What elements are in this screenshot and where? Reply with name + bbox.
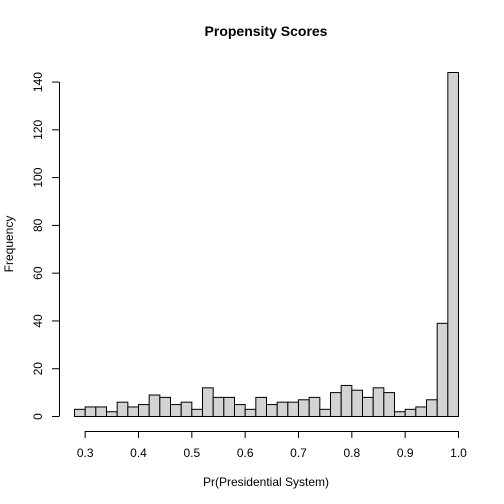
y-tick-label: 80 bbox=[31, 218, 45, 232]
chart-title: Propensity Scores bbox=[205, 23, 328, 39]
histogram-bar bbox=[394, 411, 406, 418]
y-tick-label: 60 bbox=[31, 266, 45, 280]
x-tick-label: 0.6 bbox=[237, 446, 254, 460]
y-tick-label: 120 bbox=[31, 120, 45, 140]
x-axis: 0.3 0.4 0.5 0.6 0.7 0.8 0.9 1.0 bbox=[77, 431, 467, 460]
histogram-bar bbox=[266, 404, 278, 417]
histogram-bar bbox=[223, 396, 236, 418]
x-tick-label: 0.8 bbox=[343, 446, 360, 460]
x-tick-label: 0.5 bbox=[183, 446, 200, 460]
histogram-bar bbox=[436, 322, 449, 417]
histogram-bar bbox=[383, 392, 395, 417]
histogram-bar bbox=[74, 408, 86, 417]
histogram-bar bbox=[340, 384, 353, 418]
histogram-bar bbox=[212, 396, 225, 418]
histogram-bar bbox=[159, 396, 172, 418]
histogram-bar bbox=[148, 394, 161, 417]
histogram-bar bbox=[372, 387, 385, 417]
y-tick-label: 0 bbox=[31, 413, 45, 420]
histogram-bar bbox=[202, 387, 214, 417]
bars-group bbox=[74, 72, 459, 418]
histogram-bar bbox=[191, 408, 204, 417]
histogram-bar bbox=[244, 408, 257, 417]
histogram-bar bbox=[116, 401, 129, 418]
histogram-bar bbox=[404, 408, 417, 417]
x-tick-label: 1.0 bbox=[450, 446, 467, 460]
histogram-bar bbox=[330, 392, 342, 417]
histogram-bar bbox=[170, 404, 182, 417]
histogram-bar bbox=[276, 401, 289, 418]
histogram-bar bbox=[138, 404, 150, 417]
x-tick-label: 0.9 bbox=[397, 446, 414, 460]
histogram-bar bbox=[415, 406, 427, 418]
x-tick-label: 0.4 bbox=[130, 446, 147, 460]
histogram-bar bbox=[287, 401, 299, 418]
histogram-bar bbox=[298, 399, 310, 417]
y-axis-label: Frequency bbox=[2, 216, 16, 273]
histogram-bar bbox=[84, 406, 97, 418]
y-tick-label: 140 bbox=[31, 72, 45, 92]
x-tick-label: 0.3 bbox=[77, 446, 94, 460]
histogram-bar bbox=[127, 406, 140, 418]
histogram-bar bbox=[362, 396, 374, 418]
histogram-bar bbox=[234, 404, 246, 417]
y-tick-label: 20 bbox=[31, 362, 45, 376]
y-tick-label: 40 bbox=[31, 314, 45, 328]
histogram-bar bbox=[255, 396, 268, 418]
y-tick-label: 100 bbox=[31, 167, 45, 187]
histogram-bar bbox=[308, 396, 321, 418]
histogram-bar bbox=[319, 408, 331, 417]
histogram-bar bbox=[180, 401, 193, 418]
histogram-bar bbox=[351, 389, 363, 418]
histogram-bar bbox=[447, 72, 459, 417]
histogram-bar bbox=[95, 406, 108, 418]
histogram-bar bbox=[106, 411, 118, 418]
y-axis: 0 20 40 60 80 100 120 140 bbox=[31, 72, 60, 420]
x-tick-label: 0.7 bbox=[290, 446, 307, 460]
x-axis-label: Pr(Presidential System) bbox=[203, 475, 329, 489]
histogram-bar bbox=[426, 399, 438, 417]
